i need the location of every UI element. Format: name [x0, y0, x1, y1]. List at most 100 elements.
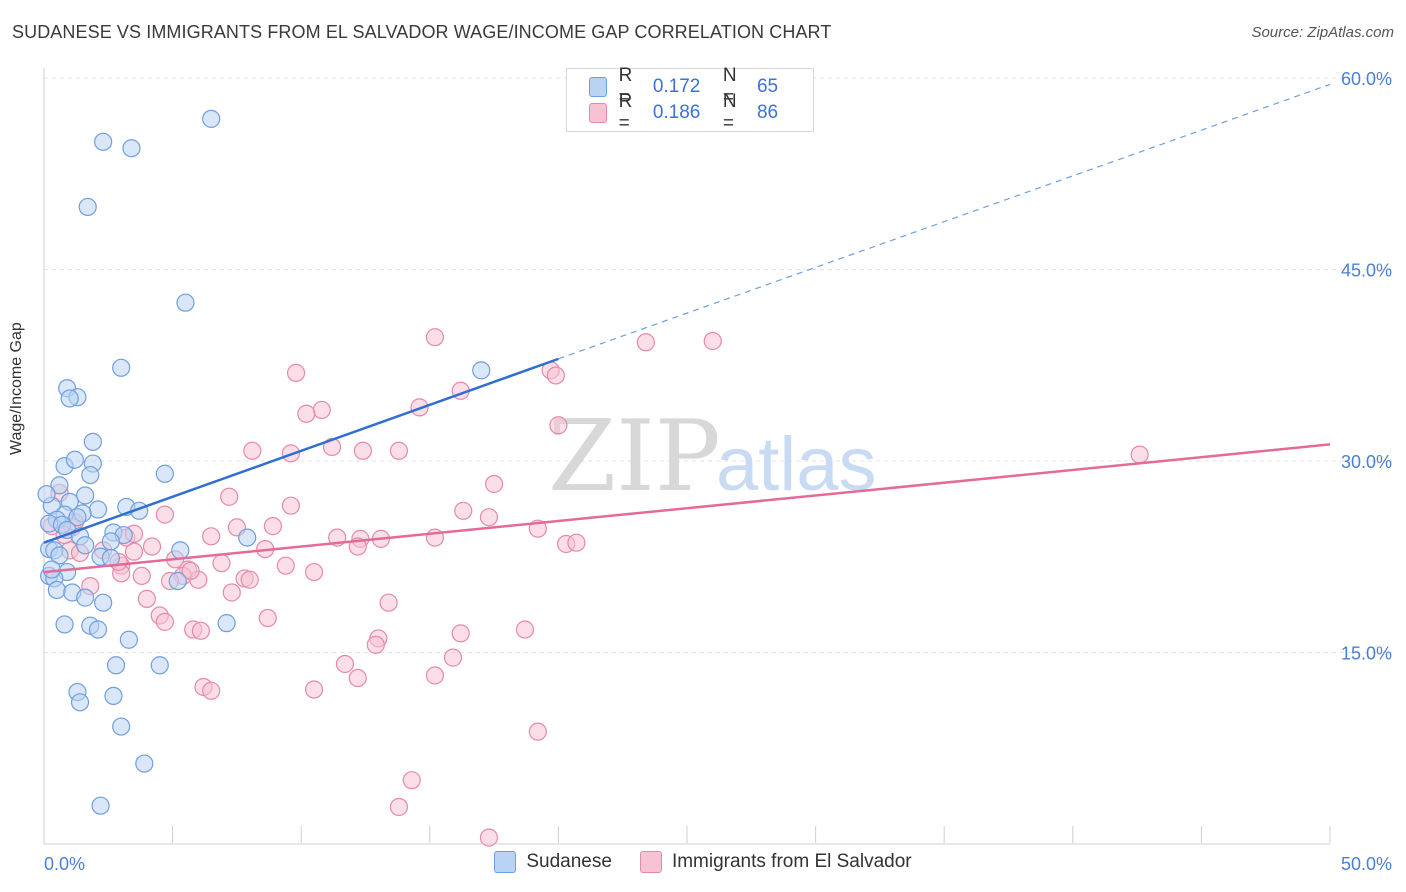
sudanese-point — [106, 656, 126, 675]
salvador-point — [485, 474, 504, 494]
salvador-point — [222, 583, 241, 602]
correlation-legend: R = 0.172 N = 65 R = 0.186 N = 86 — [566, 65, 814, 134]
salvador-point — [220, 487, 239, 506]
salvador-point — [515, 620, 535, 639]
sudanese-point — [88, 500, 108, 519]
sudanese-point — [70, 693, 90, 712]
gridlines — [44, 77, 1392, 653]
legend-r-label: R = — [618, 91, 633, 134]
salvador-point — [132, 566, 151, 586]
salvador-point — [353, 441, 373, 460]
sudanese-point — [104, 686, 123, 706]
sudanese-point — [78, 197, 97, 217]
sudanese-point — [217, 614, 236, 633]
salvador-point — [243, 441, 262, 460]
sudanese-point — [55, 615, 74, 634]
sudanese-point — [81, 465, 100, 485]
sudanese-point — [112, 358, 131, 377]
salvador-trend-line — [43, 443, 1331, 574]
y-tick-label: 15.0% — [1341, 644, 1392, 664]
legend-row-sudanese: R = 0.172 N = 65 — [589, 65, 813, 108]
legend-n-label: N = — [722, 91, 737, 134]
salvador-point — [202, 527, 221, 546]
sudanese-point — [171, 541, 190, 560]
salvador-point — [142, 537, 162, 556]
series-legend-salvador[interactable]: Immigrants from El Salvador — [639, 851, 912, 873]
salvador-point — [402, 771, 421, 790]
sudanese-trend-line — [43, 357, 559, 544]
salvador-point — [312, 400, 331, 420]
sudanese-trend-extension — [558, 83, 1331, 360]
salvador-point — [258, 608, 277, 628]
sudanese-point — [101, 532, 120, 551]
y-tick-label: 60.0% — [1341, 69, 1392, 89]
salvador-point — [212, 554, 231, 573]
sudanese-point — [76, 486, 95, 505]
sudanese-point — [472, 361, 491, 380]
x-tick-label-min: 0.0% — [44, 854, 85, 874]
legend-r-value-sudanese: 0.172 — [652, 76, 701, 97]
salvador-point — [443, 648, 463, 667]
series-label-sudanese: Sudanese — [526, 851, 612, 872]
salvador-point — [425, 328, 445, 347]
salvador-points — [42, 328, 1149, 847]
watermark-zip: ZIP — [548, 400, 721, 514]
sudanese-point — [76, 536, 95, 555]
salvador-point — [366, 635, 385, 654]
sudanese-point — [47, 580, 66, 600]
series-legend: Sudanese Immigrants from El Salvador — [0, 851, 1406, 873]
salvador-point — [389, 797, 409, 817]
sudanese-point — [76, 588, 95, 607]
tick-labels: 15.0% 30.0% 45.0% 60.0% 0.0% 50.0% — [44, 69, 1392, 874]
sudanese-point — [50, 476, 69, 495]
y-tick-label: 30.0% — [1341, 452, 1392, 472]
sudanese-point — [168, 571, 187, 591]
trend-lines — [43, 83, 1331, 574]
series-swatch-sudanese — [494, 851, 517, 873]
sudanese-point — [88, 620, 108, 639]
salvador-point — [155, 612, 174, 631]
salvador-point — [281, 496, 301, 515]
salvador-point — [389, 441, 409, 460]
sudanese-point — [150, 656, 169, 675]
salvador-point — [155, 505, 174, 524]
chart-title: SUDANESE VS IMMIGRANTS FROM EL SALVADOR … — [12, 22, 832, 42]
salvador-point — [124, 542, 144, 561]
salvador-point — [304, 562, 324, 582]
legend-swatch-salvador — [589, 103, 607, 123]
sudanese-point — [50, 546, 69, 565]
salvador-point — [1130, 445, 1149, 464]
x-tick-label-max: 50.0% — [1341, 854, 1392, 874]
salvador-point — [703, 331, 722, 351]
y-axis-label: Wage/Income Gap — [8, 322, 25, 455]
sudanese-point — [176, 293, 195, 312]
salvador-point — [137, 589, 156, 608]
sudanese-point — [202, 109, 221, 128]
salvador-point — [297, 404, 316, 423]
series-legend-sudanese[interactable]: Sudanese — [494, 851, 612, 873]
salvador-point — [528, 722, 547, 741]
salvador-point — [451, 624, 470, 643]
salvador-point — [636, 333, 655, 352]
salvador-point — [191, 621, 210, 640]
sudanese-point — [112, 717, 131, 736]
sudanese-point — [94, 132, 113, 151]
sudanese-point — [155, 464, 174, 483]
legend-r-value-salvador: 0.186 — [652, 102, 701, 123]
sudanese-point — [68, 508, 87, 527]
salvador-point — [240, 570, 259, 589]
sudanese-point — [65, 450, 84, 469]
sudanese-point — [94, 593, 113, 612]
sudanese-point — [122, 139, 141, 158]
salvador-point — [202, 681, 221, 700]
series-label-salvador: Immigrants from El Salvador — [671, 851, 912, 872]
sudanese-point — [135, 754, 154, 773]
legend-n-label: N = — [722, 65, 737, 108]
source-attribution: Source: ZipAtlas.com — [1251, 24, 1394, 41]
salvador-point — [276, 556, 295, 575]
axes — [43, 68, 1331, 845]
salvador-point — [348, 668, 367, 688]
sudanese-point — [60, 389, 79, 408]
sudanese-points — [37, 109, 491, 815]
